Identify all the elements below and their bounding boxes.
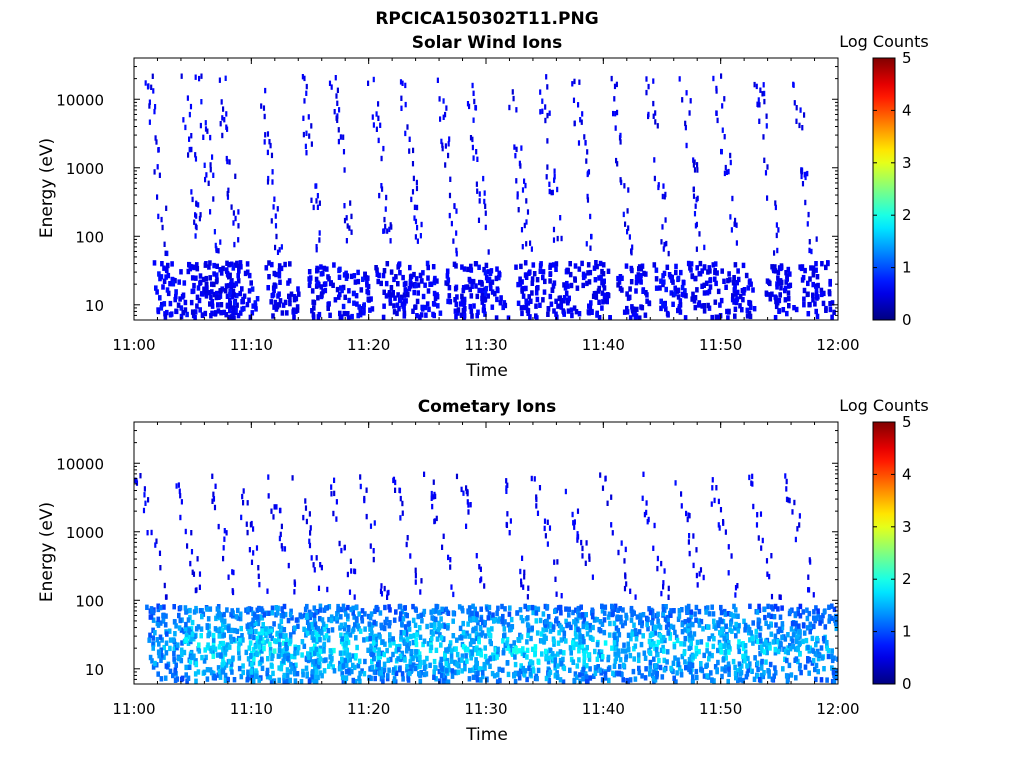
panel-title: Cometary Ions: [418, 397, 557, 417]
burst-14: [610, 75, 652, 320]
colorbar-tick-label: 5: [902, 413, 912, 431]
colorbar-tick-label: 4: [902, 101, 912, 119]
y-tick-label: 10000: [56, 455, 104, 473]
y-tick-label: 10: [85, 661, 104, 679]
cometary-ions-panel: Cometary Ions 11:00 11:10 11:20 11:30 11:40 1…: [37, 396, 929, 745]
burst-8: [399, 79, 443, 320]
burst-12: [539, 74, 582, 320]
burst-13: [564, 488, 623, 684]
x-tick-label: 11:10: [230, 700, 273, 718]
burst-19: [784, 473, 838, 684]
burst-15: [645, 76, 688, 320]
burst-17: [712, 73, 757, 320]
y-axis-label: Energy (eV): [37, 502, 57, 602]
spectrogram-cells: [134, 471, 838, 684]
x-tick-label: 11:50: [699, 336, 742, 354]
panel-title: Solar Wind Ions: [412, 33, 563, 53]
colorbar: Log Counts 0 1 2 3 4 5: [839, 396, 929, 693]
colorbar-scale: [872, 57, 896, 321]
x-tick-label: 11:40: [582, 336, 625, 354]
x-tick-label: 11:40: [582, 700, 625, 718]
burst-16: [678, 76, 724, 320]
burst-12: [530, 475, 590, 684]
x-tick-label: 11:00: [112, 700, 155, 718]
colorbar-tick-label: 3: [902, 518, 912, 536]
x-axis-label: Time: [465, 361, 508, 381]
burst-18: [753, 81, 799, 320]
spectrogram-cells: [144, 73, 836, 320]
x-tick-label: 12:00: [816, 336, 859, 354]
x-tick-label: 11:10: [230, 336, 273, 354]
x-axis-label: Time: [465, 725, 508, 745]
colorbar-tick-label: 1: [902, 259, 912, 277]
colorbar-tick-label: 1: [902, 623, 912, 641]
burst-6: [330, 477, 385, 684]
y-tick-label: 1000: [66, 160, 104, 178]
burst-5: [301, 74, 344, 320]
burst-15: [641, 471, 695, 684]
colorbar-label: Log Counts: [839, 396, 929, 415]
spectrogram-plot: 11:00 11:10 11:20 11:30 11:40 11:50 12:00 10 100…: [56, 57, 860, 354]
figure-title: RPCICA150302T11.PNG: [375, 9, 598, 29]
x-tick-label: 11:20: [347, 336, 390, 354]
colorbar-tick-label: 2: [902, 570, 912, 588]
colorbar-tick-label: 0: [902, 311, 912, 329]
burst-9: [436, 77, 480, 320]
x-tick-label: 11:20: [347, 700, 390, 718]
burst-10: [455, 473, 515, 684]
burst-2: [211, 473, 265, 683]
burst-6: [328, 75, 375, 320]
colorbar-tick-label: 4: [902, 465, 912, 483]
colorbar-tick-label: 3: [902, 154, 912, 172]
y-tick-label: 1000: [66, 524, 104, 542]
spectrogram-plot: 11:00 11:10 11:20 11:30 11:40 11:50 12:00 10 100…: [56, 421, 860, 718]
burst-10: [466, 82, 511, 320]
colorbar-tick-label: 5: [902, 49, 912, 67]
y-tick-label: 10: [85, 297, 104, 315]
burst-0: [134, 473, 194, 684]
burst-19: [792, 81, 836, 320]
burst-13: [571, 78, 612, 320]
burst-7: [359, 474, 414, 684]
burst-18: [748, 473, 802, 684]
y-axis-label: Energy (eV): [37, 138, 57, 238]
colorbar-tick-label: 2: [902, 206, 912, 224]
burst-0: [144, 73, 189, 320]
x-tick-label: 11:50: [699, 700, 742, 718]
colorbar-scale: [872, 421, 896, 685]
burst-7: [367, 76, 410, 320]
colorbar: Log Counts 0 1 2 3 4 5: [839, 32, 929, 329]
solar-wind-ions-panel: Solar Wind Ions 11:00 11:10 11:20 11:30 11:4…: [37, 32, 929, 381]
burst-11: [508, 89, 551, 320]
y-tick-label: 100: [75, 592, 104, 610]
burst-17: [710, 477, 766, 684]
x-tick-label: 12:00: [816, 700, 859, 718]
x-tick-label: 11:00: [112, 336, 155, 354]
y-tick-label: 10000: [56, 91, 104, 109]
x-tick-label: 11:30: [464, 336, 507, 354]
colorbar-label: Log Counts: [839, 32, 929, 51]
burst-3: [218, 75, 260, 320]
burst-4: [260, 87, 301, 320]
x-tick-label: 11:30: [464, 700, 507, 718]
burst-11: [505, 478, 558, 684]
colorbar-tick-label: 0: [902, 675, 912, 693]
y-tick-label: 100: [75, 228, 104, 246]
burst-1: [180, 73, 224, 320]
